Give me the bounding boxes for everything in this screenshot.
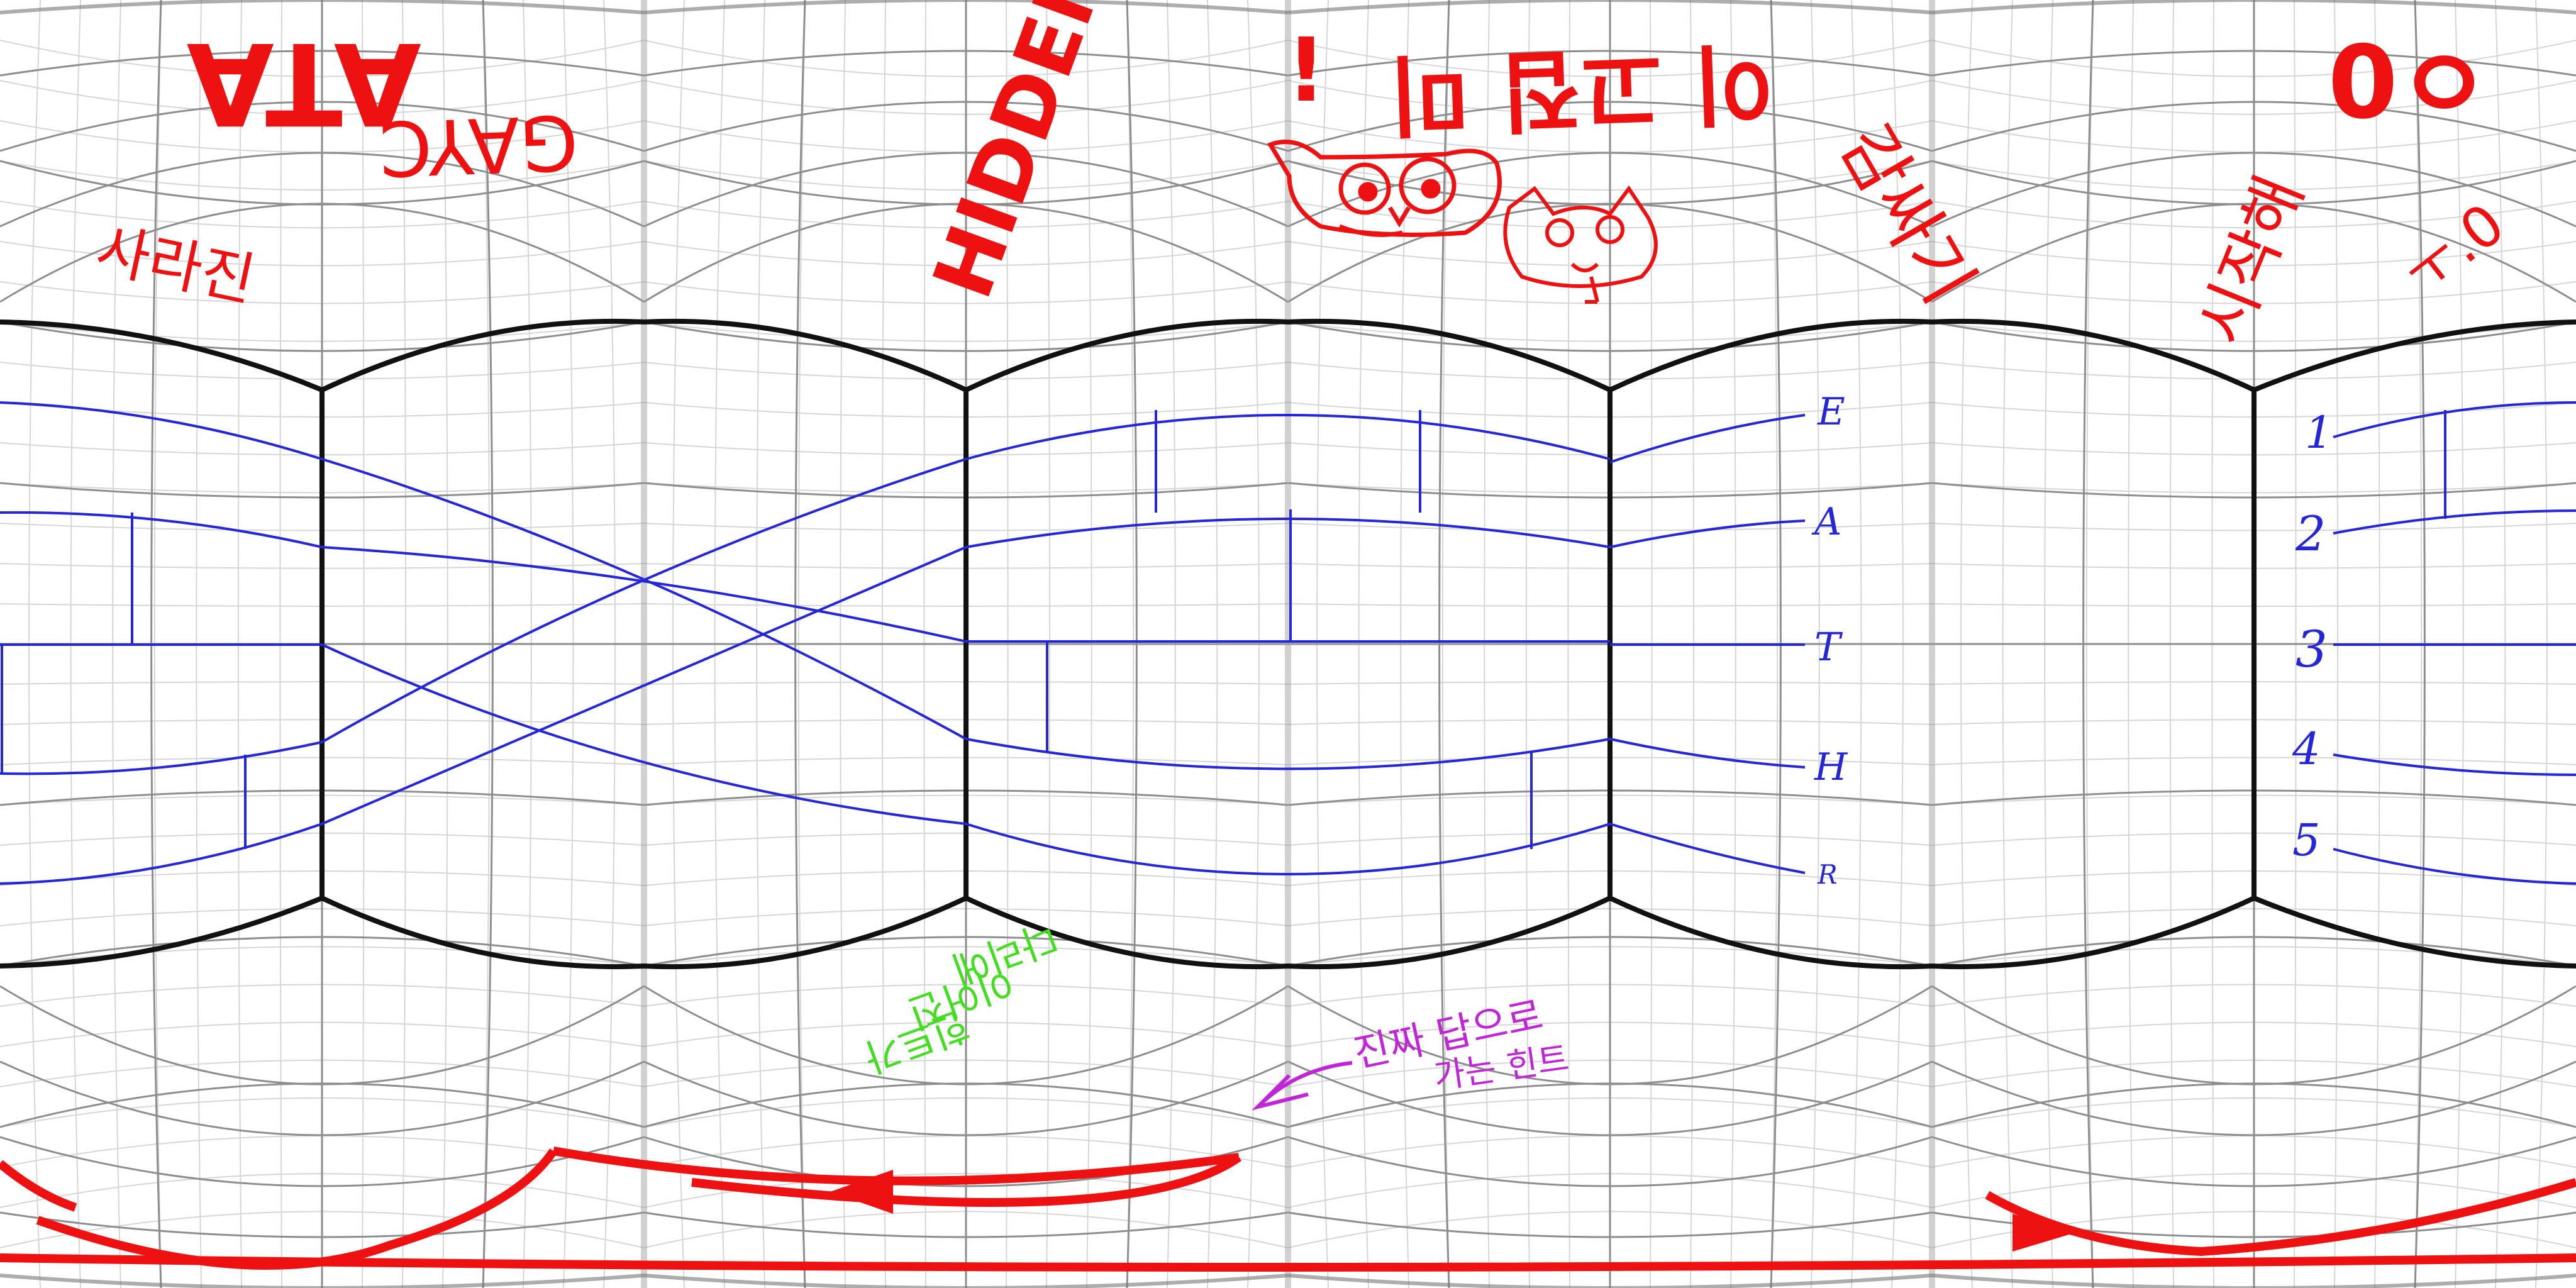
red-text-exclaim: ! — [1286, 19, 1326, 122]
grid-line-horizontal-major — [1931, 321, 2576, 352]
floor-arc — [643, 1211, 1289, 1238]
ceiling-arc — [1931, 203, 2576, 303]
red-text-top-mid: 이 고집 미 — [1387, 30, 1775, 146]
floor-arc — [0, 985, 645, 1085]
floor-arc — [0, 1060, 645, 1136]
ceiling-arc — [0, 50, 645, 77]
ceiling-arc — [0, 101, 645, 152]
arrow-head-right-icon — [2012, 1214, 2075, 1252]
top-boundary — [0, 0, 2576, 14]
ladder-number-3: 3 — [2296, 620, 2328, 679]
floor-arc — [1287, 985, 1933, 1085]
floor-arc — [1931, 1136, 2576, 1187]
grid-line-horizontal-major — [1931, 936, 2576, 967]
ceiling-arc — [1287, 203, 1933, 303]
grid-line-horizontal-major — [1287, 321, 1933, 352]
ceiling-arc — [1287, 50, 1933, 77]
red-text-gayc: GAYC — [378, 97, 580, 192]
floor-arc — [643, 1060, 1289, 1136]
floor-arc — [0, 1211, 645, 1238]
grid-line-horizontal-major — [0, 321, 645, 352]
ladder-number-1: 1 — [2305, 407, 2333, 458]
red-text-ata: ATA — [187, 17, 421, 148]
red-text-top-right-1: ㅇ0 — [2328, 20, 2490, 138]
ladder-number-2: 2 — [2295, 506, 2326, 562]
ceiling-arc — [1287, 101, 1933, 152]
owl-doodle-icon — [1267, 140, 1502, 237]
magenta-arrow-icon — [1252, 1061, 1353, 1111]
ceiling-arc — [0, 203, 645, 303]
ladder-left-labels: E A T H R — [1811, 390, 1848, 890]
grid-line-horizontal-major — [1287, 936, 1933, 967]
ladder-label-h: H — [1814, 745, 1848, 789]
ceiling-arc — [643, 152, 1289, 228]
ceiling-arc — [643, 50, 1289, 77]
floor-arc — [1287, 1136, 1933, 1187]
floor-arc — [1931, 1060, 2576, 1136]
grid-line-horizontal-major — [0, 936, 645, 967]
ladder-number-4: 4 — [2292, 723, 2321, 775]
ghost-leg-ladder — [0, 401, 2576, 885]
ceiling-arc — [1931, 50, 2576, 77]
ladder-right-labels: 1 2 3 4 5 — [2292, 407, 2333, 866]
ceiling-arc — [1287, 152, 1933, 228]
floor-arc — [1931, 985, 2576, 1085]
grid-line-horizontal-major — [643, 321, 1289, 352]
floor-arc — [643, 985, 1289, 1085]
ceiling-arc — [0, 152, 645, 228]
grid-line-horizontal-major — [643, 936, 1289, 967]
ladder-label-r: R — [1817, 859, 1838, 890]
floor-arc — [1287, 1211, 1933, 1238]
ladder-label-e: E — [1817, 390, 1845, 434]
arrow-head-icon — [830, 1170, 893, 1214]
ladder-number-5: 5 — [2292, 814, 2321, 866]
cube-seams — [641, 0, 1935, 1288]
ceiling-arc — [1931, 101, 2576, 152]
ceiling-arc — [1931, 152, 2576, 228]
floor-arc — [1287, 1060, 1933, 1136]
ceiling-arc — [643, 101, 1289, 152]
ladder-label-a: A — [1811, 500, 1841, 544]
ceiling-arc — [643, 203, 1289, 303]
ladder-label-t: T — [1814, 624, 1843, 670]
cat-doodle-icon — [1503, 185, 1658, 304]
